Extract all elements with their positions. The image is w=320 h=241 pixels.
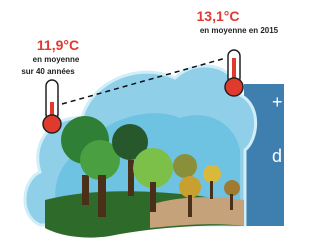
- illustration: + d 11,9°C en moyenne sur: [0, 0, 284, 241]
- caption-left: sur 40 années: [21, 67, 75, 76]
- temperature-left: 11,9°C: [37, 37, 79, 53]
- thermometer-left: [43, 80, 61, 133]
- caption-left: en moyenne: [33, 55, 80, 64]
- thermometer-right: [225, 50, 243, 96]
- temperature-right: 13,1°C: [197, 8, 240, 24]
- panel-text: +: [272, 92, 283, 112]
- caption-right: en moyenne en 2015: [200, 26, 279, 35]
- dry-ground: [150, 197, 244, 228]
- panel-text: d: [272, 146, 282, 166]
